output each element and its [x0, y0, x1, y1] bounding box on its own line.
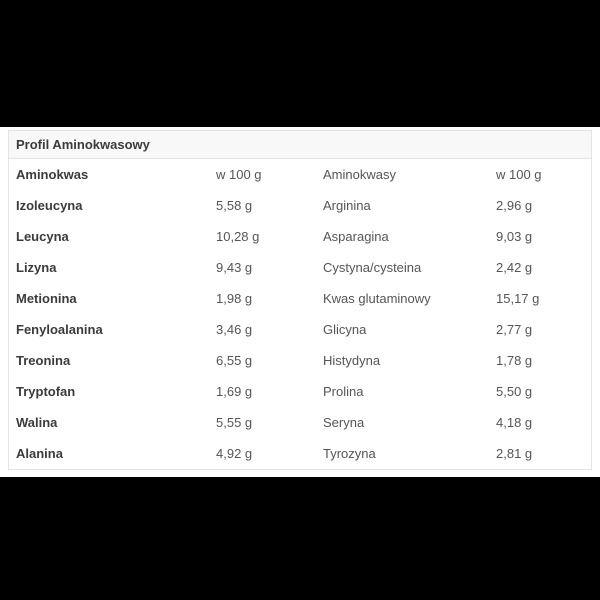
table-row: Treonina 6,55 g Histydyna 1,78 g — [9, 345, 591, 376]
table-header-row: Aminokwas w 100 g Aminokwasy w 100 g — [9, 159, 591, 190]
amino-name-cell: Arginina — [323, 198, 371, 213]
amino-name-cell: Fenyloalanina — [16, 322, 103, 337]
amino-value-cell: 9,43 g — [216, 260, 253, 275]
amino-value-cell: 1,69 g — [216, 384, 253, 399]
amino-name-cell: Metionina — [16, 291, 77, 306]
table-row: Tryptofan 1,69 g Prolina 5,50 g — [9, 376, 591, 407]
amino-name-cell: Izoleucyna — [16, 198, 83, 213]
amino-name-cell: Alanina — [16, 446, 63, 461]
amino-name-cell: Treonina — [16, 353, 71, 368]
table-row: Alanina 4,92 g Tyrozyna 2,81 g — [9, 438, 591, 469]
table-row: Lizyna 9,43 g Cystyna/cysteina 2,42 g — [9, 252, 591, 283]
column-header-w100g-right: w 100 g — [496, 167, 542, 182]
amino-value-cell: 5,55 g — [216, 415, 253, 430]
amino-value-cell: 1,98 g — [216, 291, 253, 306]
amino-name-cell: Kwas glutaminowy — [323, 291, 431, 306]
amino-value-cell: 2,96 g — [496, 198, 533, 213]
amino-table-body: Izoleucyna 5,58 g Arginina 2,96 g Leucyna 10,… — [9, 190, 591, 469]
amino-value-cell: 2,42 g — [496, 260, 533, 275]
amino-value-cell: 10,28 g — [216, 229, 260, 244]
panel-title: Profil Aminokwasowy — [9, 131, 591, 159]
amino-name-cell: Prolina — [323, 384, 364, 399]
amino-name-cell: Lizyna — [16, 260, 57, 275]
column-header-w100g-left: w 100 g — [216, 167, 262, 182]
amino-value-cell: 4,92 g — [216, 446, 253, 461]
amino-acid-table: Aminokwas w 100 g Aminokwasy w 100 g Izo… — [9, 159, 591, 469]
content-band: Profil Aminokwasowy Aminokwas w 100 g Am… — [0, 127, 600, 477]
amino-name-cell: Histydyna — [323, 353, 381, 368]
amino-value-cell: 2,77 g — [496, 322, 533, 337]
column-header-aminokwas: Aminokwas — [16, 167, 89, 182]
table-row: Izoleucyna 5,58 g Arginina 2,96 g — [9, 190, 591, 221]
amino-name-cell: Asparagina — [323, 229, 389, 244]
amino-name-cell: Leucyna — [16, 229, 69, 244]
amino-name-cell: Glicyna — [323, 322, 367, 337]
amino-name-cell: Tyrozyna — [323, 446, 376, 461]
amino-name-cell: Cystyna/cysteina — [323, 260, 422, 275]
table-row: Leucyna 10,28 g Asparagina 9,03 g — [9, 221, 591, 252]
amino-value-cell: 2,81 g — [496, 446, 533, 461]
amino-name-cell: Walina — [16, 415, 58, 430]
amino-value-cell: 3,46 g — [216, 322, 253, 337]
amino-value-cell: 5,50 g — [496, 384, 533, 399]
amino-name-cell: Tryptofan — [16, 384, 76, 399]
amino-name-cell: Seryna — [323, 415, 365, 430]
amino-value-cell: 4,18 g — [496, 415, 533, 430]
column-header-aminokwasy: Aminokwasy — [323, 167, 396, 182]
amino-profile-panel: Profil Aminokwasowy Aminokwas w 100 g Am… — [8, 130, 592, 470]
amino-value-cell: 6,55 g — [216, 353, 253, 368]
amino-value-cell: 1,78 g — [496, 353, 533, 368]
amino-value-cell: 15,17 g — [496, 291, 540, 306]
amino-value-cell: 9,03 g — [496, 229, 533, 244]
table-row: Metionina 1,98 g Kwas glutaminowy 15,17 g — [9, 283, 591, 314]
amino-value-cell: 5,58 g — [216, 198, 253, 213]
table-row: Walina 5,55 g Seryna 4,18 g — [9, 407, 591, 438]
table-row: Fenyloalanina 3,46 g Glicyna 2,77 g — [9, 314, 591, 345]
